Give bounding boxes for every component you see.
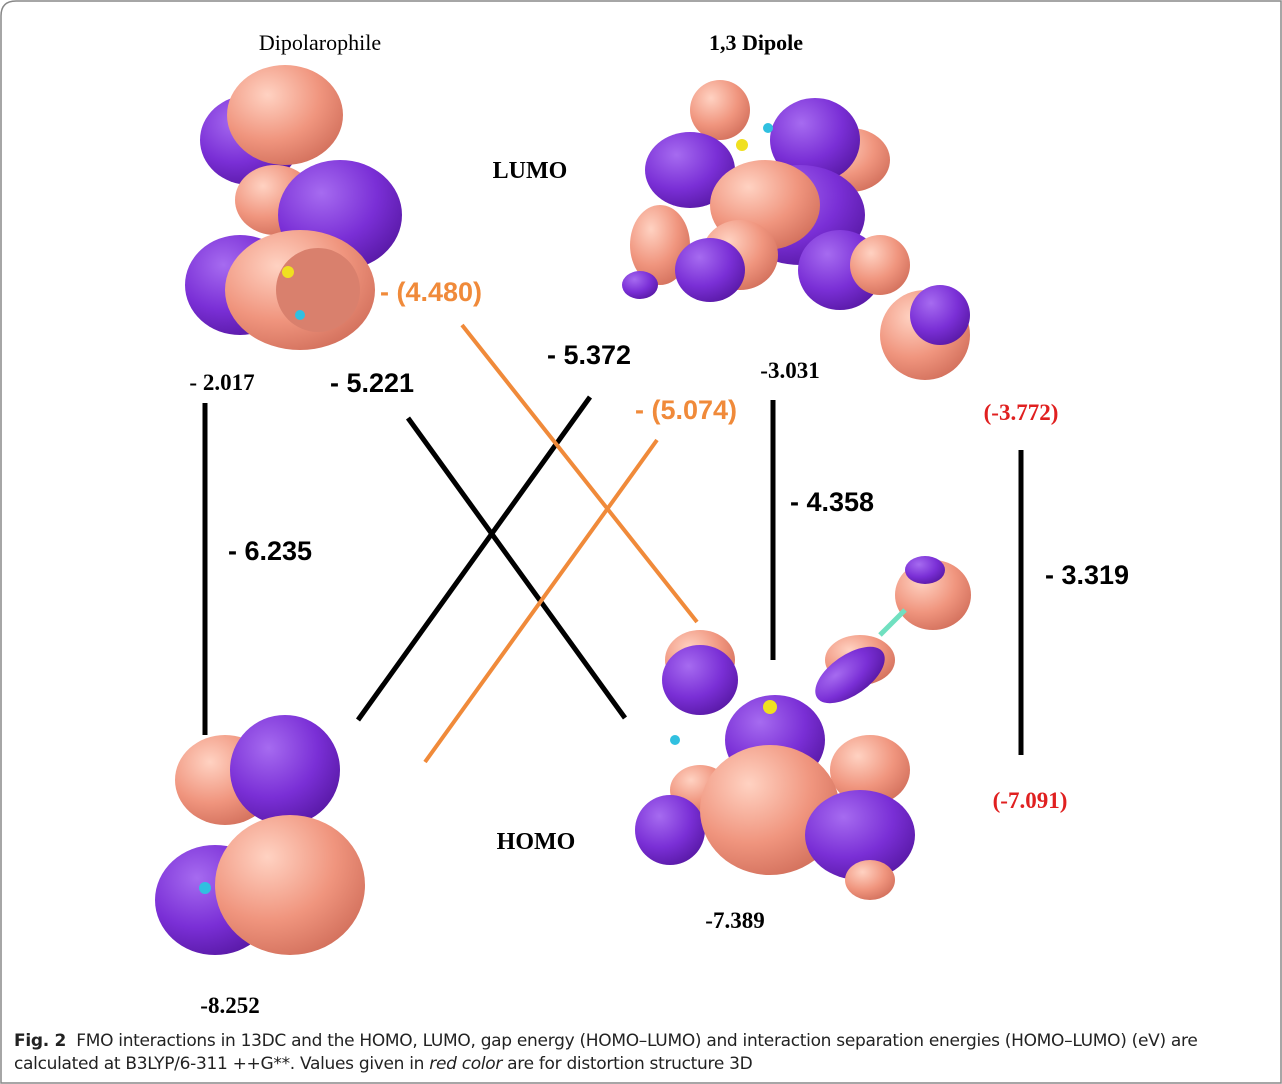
caption-text: are for distortion structure 3D bbox=[502, 1054, 752, 1074]
column-header: 1,3 Dipole bbox=[709, 30, 803, 55]
orbital-dipolarophile-homo bbox=[155, 715, 365, 955]
level-label: LUMO bbox=[493, 158, 568, 184]
interaction-label: - 5.372 bbox=[547, 340, 631, 370]
column-header: Dipolarophile bbox=[259, 30, 381, 55]
caption-label: Fig. 2 bbox=[14, 1031, 66, 1051]
caption-emphasis: red color bbox=[429, 1054, 502, 1074]
orbital-dipolarophile-lumo bbox=[185, 65, 402, 350]
interaction-label: - (5.074) bbox=[635, 395, 737, 425]
interaction-line bbox=[408, 418, 625, 718]
page: {"header": {"left": "Dipolarophile", "ri… bbox=[0, 0, 1282, 1084]
energy-label: (-7.091) bbox=[993, 788, 1068, 813]
energy-label: -8.252 bbox=[200, 993, 259, 1018]
figure: Dipolarophile 1,3 Dipole LUMO HOMO - 2.0… bbox=[0, 0, 1282, 1084]
level-label: HOMO bbox=[497, 829, 576, 855]
interaction-label: - 5.221 bbox=[330, 368, 414, 398]
gap-label: - 3.319 bbox=[1045, 560, 1129, 590]
energy-label: (-3.772) bbox=[984, 400, 1059, 425]
gap-label: - 6.235 bbox=[228, 536, 312, 566]
interaction-label: - (4.480) bbox=[380, 277, 482, 307]
energy-label: -7.389 bbox=[705, 908, 764, 933]
gap-label: - 4.358 bbox=[790, 487, 874, 517]
energy-label: -3.031 bbox=[760, 358, 819, 383]
energy-label: - 2.017 bbox=[189, 370, 254, 395]
orbital-dipole-lumo bbox=[622, 80, 970, 380]
caption: Fig. 2 FMO interactions in 13DC and the … bbox=[14, 1030, 1264, 1076]
